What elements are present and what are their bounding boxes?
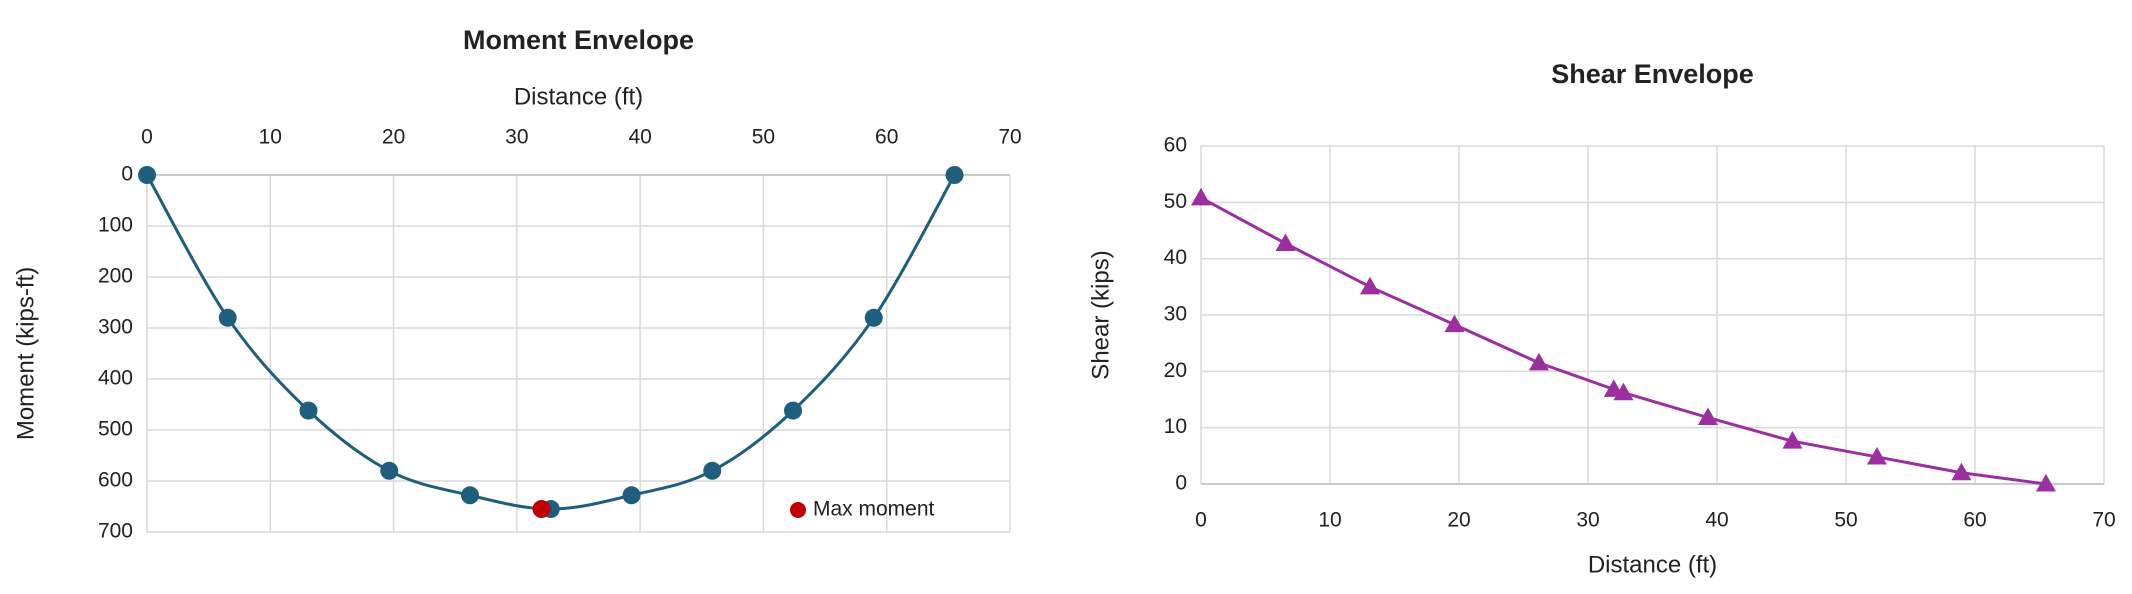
x-tick-label: 0	[1195, 509, 1207, 532]
x-tick-label: 70	[2092, 509, 2115, 532]
data-point	[945, 166, 964, 184]
data-point	[380, 461, 399, 480]
y-tick-label: 700	[98, 520, 133, 543]
chart-title: Shear Envelope	[1551, 59, 1754, 89]
y-tick-label: 100	[98, 214, 133, 237]
y-tick-label: 10	[1164, 415, 1187, 438]
data-point	[1275, 233, 1296, 251]
data-point	[2035, 474, 2056, 492]
data-point	[138, 166, 156, 184]
series-line	[1200, 196, 2047, 486]
x-tick-label: 20	[382, 126, 405, 149]
data-point	[622, 486, 641, 505]
chart-title: Moment Envelope	[463, 25, 694, 55]
y-tick-label: 500	[98, 418, 133, 441]
x-tick-label: 70	[998, 126, 1021, 149]
data-point	[864, 308, 883, 327]
y-tick-label: 0	[121, 163, 133, 186]
data-point	[218, 308, 237, 327]
x-tick-label: 30	[1576, 509, 1599, 532]
x-tick-label: 60	[1963, 509, 1986, 532]
data-point	[1191, 187, 1211, 206]
series-line	[145, 174, 956, 511]
data-point	[1697, 407, 1718, 426]
y-tick-label: 60	[1164, 134, 1187, 157]
x-tick-label: 10	[259, 126, 282, 149]
x-tick-label: 20	[1447, 509, 1470, 532]
y-tick-label: 600	[98, 469, 133, 492]
data-point	[1613, 382, 1634, 401]
data-point	[532, 500, 551, 519]
y-axis-title: Shear (kips)	[1087, 250, 1114, 379]
data-point	[299, 401, 318, 420]
x-tick-label: 40	[628, 126, 651, 149]
data-point	[703, 461, 722, 480]
x-tick-label: 10	[1318, 509, 1341, 532]
data-point	[1528, 352, 1549, 371]
y-tick-label: 30	[1164, 303, 1187, 326]
data-point	[461, 486, 480, 505]
data-point	[1782, 431, 1803, 449]
x-axis-title: Distance (ft)	[1588, 551, 1717, 578]
legend-marker	[790, 502, 806, 518]
x-tick-label: 60	[875, 126, 898, 149]
legend-label: Max moment	[813, 498, 935, 521]
y-tick-label: 400	[98, 367, 133, 390]
y-tick-label: 300	[98, 316, 133, 339]
data-point	[1359, 276, 1380, 295]
data-point	[784, 401, 803, 420]
data-point	[1444, 314, 1465, 333]
x-axis-title: Distance (ft)	[514, 83, 643, 110]
data-point	[1866, 446, 1887, 465]
x-tick-label: 40	[1705, 509, 1728, 532]
y-tick-label: 40	[1164, 246, 1187, 269]
y-tick-label: 50	[1164, 190, 1187, 213]
y-tick-label: 200	[98, 265, 133, 288]
x-tick-label: 30	[505, 126, 528, 149]
y-tick-label: 20	[1164, 359, 1187, 382]
y-tick-label: 0	[1175, 472, 1187, 495]
x-tick-label: 50	[1834, 509, 1857, 532]
x-tick-label: 50	[752, 126, 775, 149]
x-tick-label: 0	[141, 126, 153, 149]
y-axis-title: Moment (kips-ft)	[12, 267, 39, 440]
data-point	[1951, 462, 1972, 481]
